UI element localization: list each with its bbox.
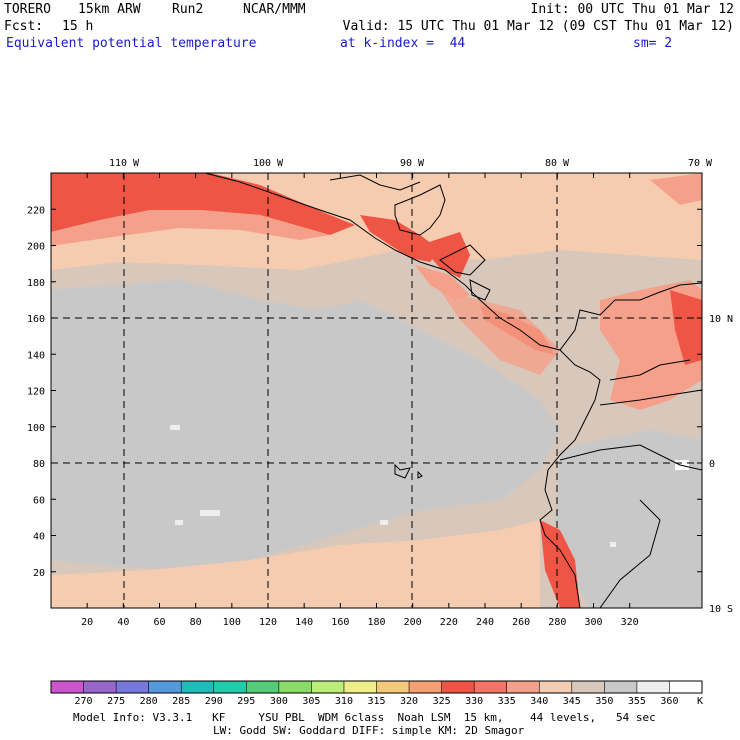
longitude-label: 100 W bbox=[253, 158, 284, 169]
footer-physics-info: LW: Godd SW: Goddard DIFF: simple KM: 2D… bbox=[213, 724, 525, 737]
colorbar-swatch bbox=[278, 681, 312, 693]
colorbar-swatch bbox=[311, 681, 345, 693]
x-tick-label: 240 bbox=[476, 617, 494, 628]
x-tick-label: 320 bbox=[621, 617, 639, 628]
x-tick-label: 280 bbox=[548, 617, 566, 628]
x-tick-label: 200 bbox=[404, 617, 422, 628]
latitude-label: 10 N bbox=[709, 314, 733, 325]
colorbar-labels: 270 275 280 285 290 295 300 305 310 315 320 325 330 3… bbox=[75, 681, 678, 707]
header-init: Init: 00 UTC Thu 01 Mar 12 bbox=[530, 2, 735, 17]
longitude-labels: 110 W 100 W 90 W 80 W 70 W bbox=[109, 158, 713, 169]
footer-model-info: Model Info: V3.3.1 KF YSU PBL WDM 6class… bbox=[73, 711, 656, 724]
header-org: NCAR/MMM bbox=[243, 2, 306, 17]
x-tick-label: 100 bbox=[223, 617, 241, 628]
latitude-label: 10 S bbox=[709, 604, 733, 615]
x-tick-label: 180 bbox=[367, 617, 385, 628]
colorbar-label: 350 bbox=[595, 696, 613, 707]
y-tick-label: 160 bbox=[27, 314, 45, 325]
y-tick-label: 20 bbox=[33, 568, 45, 579]
level-label: at k-index = 44 bbox=[340, 36, 466, 51]
x-tick-label: 300 bbox=[584, 617, 602, 628]
colorbar-swatch bbox=[539, 681, 573, 693]
colorbar-label: 345 bbox=[563, 696, 581, 707]
y-tick-label: 200 bbox=[27, 242, 45, 253]
x-tick-label: 20 bbox=[81, 617, 93, 628]
colorbar-label: 310 bbox=[335, 696, 353, 707]
colorbar-label: 315 bbox=[367, 696, 385, 707]
y-tick-label: 180 bbox=[27, 278, 45, 289]
latitude-label: 0 bbox=[709, 459, 715, 470]
colorbar-swatch bbox=[506, 681, 540, 693]
colorbar-label: 355 bbox=[628, 696, 646, 707]
coastlines bbox=[204, 173, 702, 608]
colorbar-label: 300 bbox=[270, 696, 288, 707]
y-axis: 20 40 60 80 100 120 140 160 180 200 220 bbox=[27, 205, 702, 579]
header-fcst-value: 15 h bbox=[62, 19, 94, 34]
colorbar-swatch bbox=[669, 681, 703, 693]
colorbar-swatch bbox=[571, 681, 605, 693]
x-tick-label: 40 bbox=[117, 617, 129, 628]
smoothing-label: sm= 2 bbox=[633, 36, 673, 51]
y-tick-label: 120 bbox=[27, 387, 45, 398]
colorbar-swatch bbox=[181, 681, 215, 693]
x-tick-label: 260 bbox=[512, 617, 530, 628]
y-tick-label: 100 bbox=[27, 423, 45, 434]
x-tick-label: 220 bbox=[440, 617, 458, 628]
colorbar-swatch bbox=[83, 681, 117, 693]
graticule bbox=[51, 173, 702, 608]
colorbar-swatch bbox=[246, 681, 280, 693]
field-title: Equivalent potential temperature bbox=[6, 36, 257, 51]
x-tick-label: 120 bbox=[259, 617, 277, 628]
colorbar-label: 290 bbox=[205, 696, 223, 707]
colorbar-label: 340 bbox=[530, 696, 548, 707]
colorbar-swatch bbox=[441, 681, 475, 693]
colorbar-label: 335 bbox=[498, 696, 516, 707]
longitude-label: 110 W bbox=[109, 158, 140, 169]
colorbar-label: 305 bbox=[302, 696, 320, 707]
longitude-label: 90 W bbox=[400, 158, 425, 169]
colorbar-swatch bbox=[636, 681, 670, 693]
colorbar-label: 280 bbox=[140, 696, 158, 707]
x-axis: 20 40 60 80 100 120 140 160 180 200 220 240 260 280 30… bbox=[81, 173, 639, 628]
colorbar-swatch bbox=[51, 681, 84, 693]
colorbar-swatch bbox=[148, 681, 182, 693]
x-tick-label: 140 bbox=[295, 617, 313, 628]
header-fcst-label: Fcst: bbox=[4, 19, 44, 34]
header-model: TORERO bbox=[4, 2, 51, 17]
latitude-labels: 10 N 0 10 S bbox=[709, 314, 733, 615]
y-tick-label: 140 bbox=[27, 350, 45, 361]
longitude-label: 70 W bbox=[688, 158, 713, 169]
colorbar-swatch bbox=[213, 681, 247, 693]
colorbar-label: 320 bbox=[400, 696, 418, 707]
y-tick-label: 40 bbox=[33, 532, 45, 543]
y-tick-label: 60 bbox=[33, 495, 45, 506]
colorbar-swatch bbox=[343, 681, 377, 693]
colorbar-swatch bbox=[409, 681, 442, 693]
longitude-label: 80 W bbox=[545, 158, 570, 169]
header-run: Run2 bbox=[172, 2, 204, 17]
colorbar-label: 295 bbox=[237, 696, 255, 707]
colorbar-label: 270 bbox=[75, 696, 93, 707]
colorbar-label: 285 bbox=[172, 696, 190, 707]
colorbar-swatch bbox=[376, 681, 410, 693]
colorbar-swatch bbox=[604, 681, 638, 693]
x-tick-label: 80 bbox=[190, 617, 202, 628]
header-resolution: 15km ARW bbox=[78, 2, 141, 17]
header-valid: Valid: 15 UTC Thu 01 Mar 12 (09 CST Thu … bbox=[342, 19, 734, 34]
colorbar-label: 330 bbox=[465, 696, 483, 707]
colorbar-label: 275 bbox=[107, 696, 125, 707]
theta-e-field bbox=[51, 173, 702, 608]
colorbar-unit: K bbox=[697, 696, 703, 707]
colorbar-label: 325 bbox=[433, 696, 451, 707]
y-tick-label: 80 bbox=[33, 459, 45, 470]
colorbar-label: 360 bbox=[660, 696, 678, 707]
x-tick-label: 60 bbox=[153, 617, 165, 628]
colorbar-swatch bbox=[474, 681, 508, 693]
y-tick-label: 220 bbox=[27, 205, 45, 216]
colorbar-swatch bbox=[116, 681, 150, 693]
x-tick-label: 160 bbox=[331, 617, 349, 628]
